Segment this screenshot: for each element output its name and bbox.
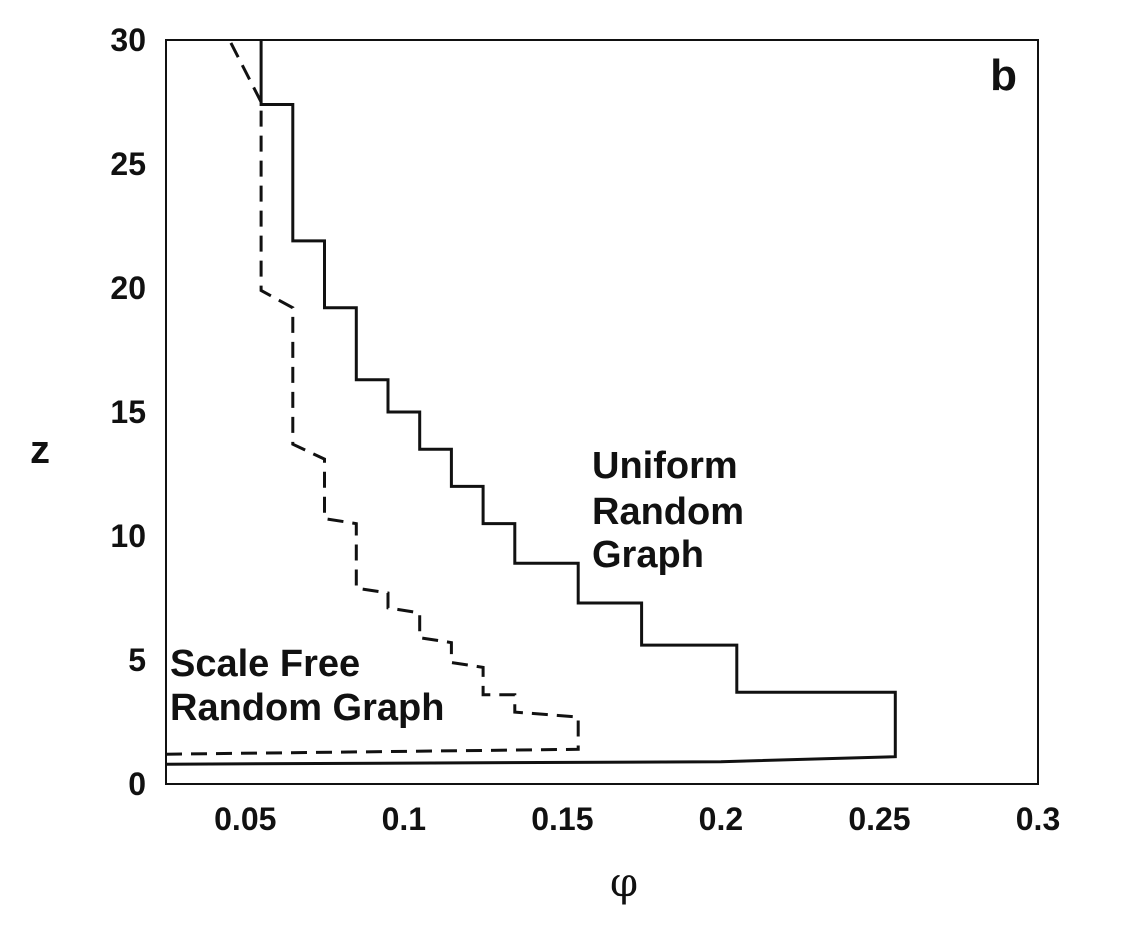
y-axis-title: z (30, 428, 50, 472)
plot-frame (165, 39, 1039, 785)
uniform-graph-annotation: Uniform Random Graph (592, 445, 755, 576)
y-tick-label: 20 (110, 270, 146, 306)
scale-free-graph-annotation: Scale Free Random Graph (170, 643, 444, 729)
x-tick-label: 0.25 (848, 801, 910, 837)
scale-free-annotation-line-2: Random Graph (170, 687, 444, 729)
uniform-annotation-line-1: Uniform (592, 445, 738, 487)
y-axis-ticks: 0 5 10 15 20 25 30 (110, 22, 146, 802)
x-axis-ticks: 0.05 0.1 0.15 0.2 0.25 0.3 (214, 801, 1060, 837)
y-tick-label: 5 (128, 642, 146, 678)
y-tick-label: 0 (128, 766, 146, 802)
panel-label: b (990, 51, 1017, 100)
x-tick-label: 0.1 (382, 801, 426, 837)
uniform-random-graph-line (165, 40, 897, 766)
x-tick-label: 0.3 (1016, 801, 1060, 837)
y-tick-label: 15 (110, 394, 146, 430)
scale-free-random-graph-line (165, 39, 580, 756)
series-layer (165, 39, 897, 766)
y-tick-label: 30 (110, 22, 146, 58)
y-tick-label: 25 (110, 146, 146, 182)
x-tick-label: 0.15 (531, 801, 593, 837)
x-axis-title: φ (610, 860, 638, 906)
scale-free-annotation-line-1: Scale Free (170, 643, 360, 685)
y-tick-label: 10 (110, 518, 146, 554)
uniform-annotation-line-3: Graph (592, 534, 704, 576)
x-tick-label: 0.05 (214, 801, 276, 837)
x-tick-label: 0.2 (699, 801, 743, 837)
uniform-annotation-line-2: Random (592, 491, 744, 533)
